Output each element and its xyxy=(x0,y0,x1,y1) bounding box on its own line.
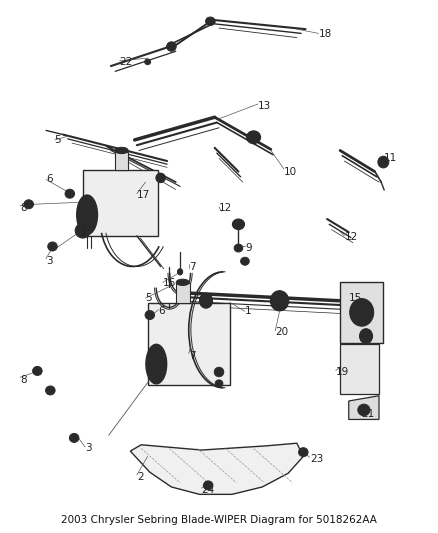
Text: 20: 20 xyxy=(275,327,288,337)
Text: 7: 7 xyxy=(189,351,195,361)
Ellipse shape xyxy=(235,221,242,227)
Ellipse shape xyxy=(215,380,223,387)
Text: 8: 8 xyxy=(20,375,27,385)
Ellipse shape xyxy=(46,386,55,395)
Text: 6: 6 xyxy=(46,174,53,184)
Text: 10: 10 xyxy=(284,166,297,176)
Bar xyxy=(340,282,383,343)
Text: 13: 13 xyxy=(258,101,271,111)
Ellipse shape xyxy=(277,298,282,303)
Bar xyxy=(340,344,379,394)
Ellipse shape xyxy=(247,131,261,143)
Ellipse shape xyxy=(156,173,166,183)
Ellipse shape xyxy=(48,242,57,251)
Text: 12: 12 xyxy=(219,204,232,214)
Ellipse shape xyxy=(240,257,249,265)
Text: 2: 2 xyxy=(137,472,144,482)
Text: 5: 5 xyxy=(145,293,152,303)
Ellipse shape xyxy=(32,367,42,375)
Text: 5: 5 xyxy=(55,135,61,145)
Text: 3: 3 xyxy=(85,443,92,454)
Text: 11: 11 xyxy=(383,154,396,164)
Ellipse shape xyxy=(301,450,305,454)
Ellipse shape xyxy=(233,219,244,230)
Ellipse shape xyxy=(77,195,98,235)
Ellipse shape xyxy=(167,42,176,51)
Text: 23: 23 xyxy=(310,454,323,464)
Ellipse shape xyxy=(206,483,210,488)
Ellipse shape xyxy=(360,329,372,343)
Ellipse shape xyxy=(275,295,284,306)
Polygon shape xyxy=(131,443,304,494)
Text: 1: 1 xyxy=(245,306,251,316)
Ellipse shape xyxy=(24,200,33,209)
Text: 2: 2 xyxy=(81,227,87,237)
Ellipse shape xyxy=(115,147,128,154)
Ellipse shape xyxy=(69,433,79,442)
Ellipse shape xyxy=(214,367,224,377)
Ellipse shape xyxy=(234,244,243,252)
Ellipse shape xyxy=(50,244,55,248)
Ellipse shape xyxy=(67,191,72,196)
Text: 16: 16 xyxy=(163,278,176,288)
Text: 8: 8 xyxy=(20,204,27,214)
Text: 19: 19 xyxy=(336,367,349,377)
Bar xyxy=(176,284,190,303)
Text: 6: 6 xyxy=(159,306,165,316)
Ellipse shape xyxy=(48,389,53,393)
Text: 9: 9 xyxy=(245,243,251,253)
Text: 22: 22 xyxy=(120,57,133,67)
Text: 17: 17 xyxy=(137,190,150,200)
Ellipse shape xyxy=(75,223,90,238)
Bar xyxy=(115,151,128,170)
Ellipse shape xyxy=(145,59,151,64)
Ellipse shape xyxy=(299,448,308,457)
Ellipse shape xyxy=(148,313,152,317)
Text: 2003 Chrysler Sebring Blade-WIPER Diagram for 5018262AA: 2003 Chrysler Sebring Blade-WIPER Diagra… xyxy=(61,515,377,525)
Text: 3: 3 xyxy=(46,256,53,266)
Ellipse shape xyxy=(35,369,39,373)
Ellipse shape xyxy=(380,159,386,165)
Ellipse shape xyxy=(205,17,215,26)
Ellipse shape xyxy=(72,436,76,440)
Text: 24: 24 xyxy=(202,484,215,495)
Ellipse shape xyxy=(145,311,155,319)
Text: 12: 12 xyxy=(344,232,358,243)
Bar xyxy=(83,170,159,236)
Text: 7: 7 xyxy=(189,262,195,271)
Ellipse shape xyxy=(355,304,369,320)
Ellipse shape xyxy=(177,269,183,275)
Ellipse shape xyxy=(358,309,365,317)
Ellipse shape xyxy=(146,344,167,384)
Ellipse shape xyxy=(350,298,374,326)
Text: 18: 18 xyxy=(318,29,332,39)
Ellipse shape xyxy=(358,404,370,416)
Ellipse shape xyxy=(27,202,31,206)
Ellipse shape xyxy=(363,333,370,340)
Ellipse shape xyxy=(81,203,93,227)
Polygon shape xyxy=(349,395,379,419)
Ellipse shape xyxy=(270,291,289,311)
Text: 21: 21 xyxy=(362,409,375,419)
Bar xyxy=(148,303,230,385)
Ellipse shape xyxy=(154,359,159,369)
Ellipse shape xyxy=(203,481,213,490)
Ellipse shape xyxy=(85,210,90,220)
Ellipse shape xyxy=(65,189,74,198)
Text: 15: 15 xyxy=(349,293,362,303)
Ellipse shape xyxy=(150,352,162,376)
Ellipse shape xyxy=(200,293,212,308)
Ellipse shape xyxy=(176,279,189,286)
Ellipse shape xyxy=(378,156,389,168)
Ellipse shape xyxy=(202,297,209,305)
Ellipse shape xyxy=(250,134,258,141)
